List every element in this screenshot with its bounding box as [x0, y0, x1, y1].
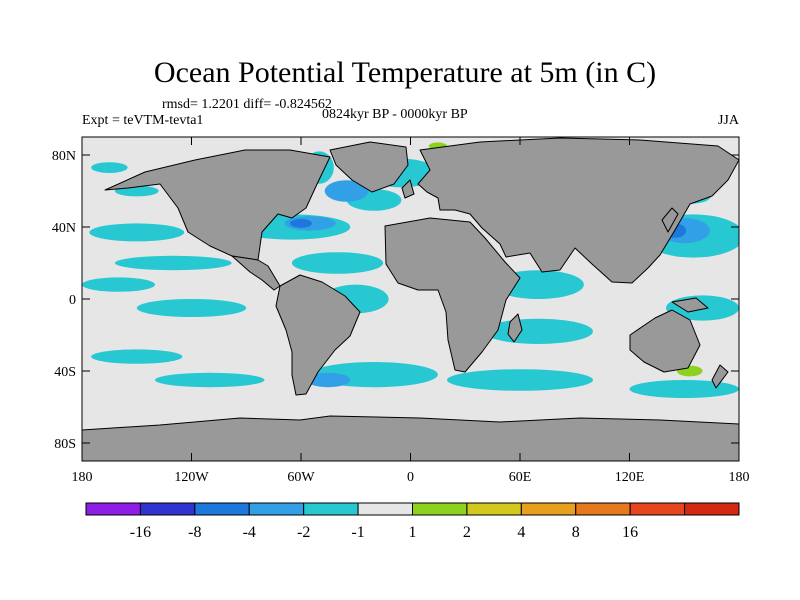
colorbar-label-5: 1 [409, 524, 417, 541]
anomaly-region-23 [91, 349, 183, 364]
anomaly-region-12 [114, 255, 232, 271]
anomaly-region-27 [447, 369, 593, 391]
x-tick-label-6: 180 [729, 470, 750, 485]
x-tick-label-2: 60W [287, 470, 315, 485]
anomaly-region-10 [290, 218, 312, 228]
colorbar-swatch-5 [357, 502, 414, 516]
british-isles [401, 179, 415, 199]
colorbar-label-9: 16 [622, 524, 638, 541]
colorbar-label-4: -1 [351, 524, 364, 541]
anomaly-region-18 [136, 299, 247, 317]
colorbar-swatch-3 [248, 502, 305, 516]
madagascar [507, 313, 523, 343]
period-label: 0824kyr BP - 0000kyr BP [322, 107, 468, 122]
colorbar-swatch-0 [85, 502, 141, 516]
colorbar-label-1: -8 [188, 524, 201, 541]
map-panel [82, 137, 739, 461]
y-tick-label-3: 40S [54, 365, 76, 380]
x-tick-label-1: 120W [174, 470, 209, 485]
colorbar-swatch-6 [412, 502, 468, 516]
central-america [231, 255, 281, 291]
x-tick-label-3: 0 [407, 470, 414, 485]
colorbar-swatch-10 [629, 502, 686, 516]
anomaly-region-26 [306, 372, 351, 388]
y-tick-label-0: 80N [52, 149, 76, 164]
figure-title: Ocean Potential Temperature at 5m (in C) [154, 56, 656, 89]
experiment-label: Expt = teVTM-tevta1 [82, 113, 203, 128]
y-tick-label-1: 40N [52, 221, 76, 236]
stats-label: rmsd= 1.2201 diff= -0.824562 [162, 97, 332, 112]
colorbar-label-8: 8 [572, 524, 580, 541]
south-america [275, 274, 361, 396]
y-tick-label-2: 0 [69, 293, 76, 308]
x-tick-label-5: 120E [615, 470, 645, 485]
anomaly-region-16 [291, 252, 384, 274]
africa [384, 217, 521, 373]
anomaly-region-0 [91, 162, 128, 174]
new-zealand [711, 364, 729, 389]
eurasia [417, 137, 739, 284]
x-tick-label-4: 60E [509, 470, 532, 485]
australia [629, 309, 701, 373]
colorbar-label-3: -2 [297, 524, 310, 541]
colorbar-swatch-8 [520, 502, 577, 516]
colorbar-swatch-11 [684, 502, 740, 516]
new-guinea [671, 297, 709, 313]
colorbar-swatch-7 [466, 502, 522, 516]
colorbar-label-2: -4 [243, 524, 256, 541]
land-mask [82, 137, 739, 461]
x-tick-label-0: 180 [72, 470, 93, 485]
north-america [104, 149, 331, 261]
anomaly-region-24 [155, 372, 265, 388]
greenland [329, 141, 409, 193]
colorbar-swatch-1 [139, 502, 196, 516]
colorbar: -16 -8 -4 -2 -1 1 2 4 8 16 [85, 502, 740, 541]
anomaly-region-19 [82, 277, 155, 292]
antarctica [82, 415, 739, 461]
colorbar-swatch-9 [575, 502, 631, 516]
anomaly-region-7 [324, 180, 369, 202]
season-label: JJA [718, 113, 740, 128]
japan [661, 207, 679, 233]
anomaly-region-11 [89, 223, 185, 242]
colorbar-swatch-2 [194, 502, 250, 516]
y-tick-label-4: 80S [54, 437, 76, 452]
anomaly-region-28 [629, 380, 739, 398]
colorbar-label-7: 4 [517, 524, 525, 541]
colorbar-label-0: -16 [130, 524, 151, 541]
axis-ticks: 180 120W 60W 0 60E 120E 180 80N 40N 0 40S 80S [52, 137, 750, 485]
colorbar-swatch-4 [303, 502, 359, 516]
colorbar-label-6: 2 [463, 524, 471, 541]
